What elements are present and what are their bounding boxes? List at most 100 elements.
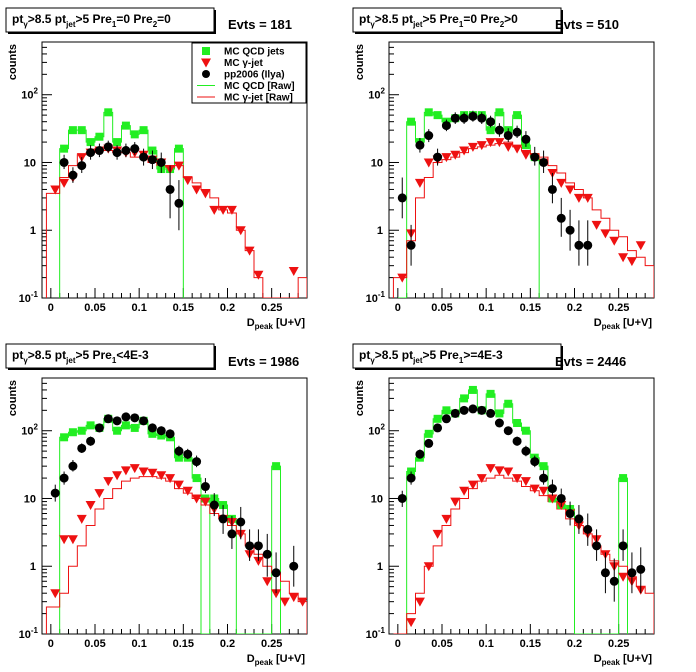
data-point bbox=[494, 125, 504, 135]
gjet-point bbox=[103, 477, 114, 487]
x-tick-label: 0 bbox=[395, 638, 401, 650]
legend-label: MC QCD [Raw] bbox=[224, 81, 295, 92]
y-tick-label: 102 bbox=[21, 423, 38, 438]
gjet-point bbox=[512, 474, 523, 484]
qcd-point bbox=[495, 108, 504, 117]
data-point bbox=[397, 193, 407, 203]
x-tick-label: 0.05 bbox=[431, 638, 452, 650]
data-point bbox=[450, 113, 460, 123]
data-point bbox=[441, 121, 451, 131]
chart-panel-3: 10-1 1 10 102 0 0.05 0.1 0.15 0.2 0.25 Dpeak [U+V]… bbox=[5, 343, 308, 667]
plot-area bbox=[392, 108, 654, 298]
x-tick-label: 0.25 bbox=[261, 638, 282, 650]
y-tick-label: 10-1 bbox=[19, 626, 39, 641]
qcd-point bbox=[424, 108, 433, 117]
data-point bbox=[209, 500, 219, 510]
data-point bbox=[477, 405, 487, 415]
x-tick-label: 0.1 bbox=[132, 638, 147, 650]
qcd-point bbox=[86, 421, 95, 430]
legend-data-icon bbox=[202, 70, 210, 78]
gjet-point bbox=[485, 138, 496, 148]
data-point bbox=[583, 524, 593, 534]
y-tick-label: 1 bbox=[30, 561, 36, 573]
data-point bbox=[574, 240, 584, 250]
gjet-point bbox=[173, 161, 184, 171]
data-point bbox=[77, 161, 87, 171]
gjet-point bbox=[441, 153, 452, 163]
gjet-raw-histogram bbox=[393, 474, 654, 634]
x-tick-label: 0.15 bbox=[520, 638, 541, 650]
x-axis-label: Dpeak [U+V] bbox=[247, 653, 306, 667]
x-tick-label: 0 bbox=[395, 302, 401, 314]
gjet-point bbox=[459, 146, 470, 156]
title-text: ptγ>8.5 ptjet>5 Pre1<4E-3 bbox=[12, 348, 149, 365]
data-point bbox=[121, 146, 131, 156]
x-tick-label: 0.2 bbox=[567, 638, 582, 650]
title-box bbox=[5, 343, 215, 369]
data-point bbox=[183, 449, 193, 459]
gjet-point bbox=[414, 178, 425, 188]
gjet-point bbox=[618, 253, 629, 263]
data-point bbox=[503, 426, 513, 436]
qcd-point bbox=[495, 409, 504, 418]
data-point bbox=[192, 457, 202, 467]
qcd-raw-histogram bbox=[397, 111, 540, 298]
events-count: Evts = 510 bbox=[555, 17, 619, 32]
data-point bbox=[583, 240, 593, 250]
y-tick-label: 102 bbox=[21, 87, 38, 102]
data-point bbox=[618, 541, 628, 551]
data-point bbox=[539, 157, 549, 167]
data-point bbox=[94, 146, 104, 156]
data-point bbox=[139, 152, 149, 162]
chart-panel-4: 10-1 1 10 102 0 0.05 0.1 0.15 0.2 0.25 Dpeak [U+V]… bbox=[352, 343, 655, 667]
data-point bbox=[165, 184, 175, 194]
data-point bbox=[486, 117, 496, 127]
y-tick-label: 1 bbox=[377, 561, 383, 573]
data-point bbox=[415, 140, 425, 150]
gjet-point bbox=[494, 466, 505, 476]
data-point bbox=[459, 113, 469, 123]
qcd-point bbox=[121, 421, 130, 430]
gjet-point bbox=[485, 464, 496, 474]
data-point bbox=[494, 418, 504, 428]
gjet-point bbox=[565, 185, 576, 195]
qcd-point bbox=[468, 385, 477, 394]
data-point bbox=[130, 144, 140, 154]
gjet-point bbox=[76, 514, 87, 524]
qcd-raw-histogram bbox=[59, 111, 184, 298]
qcd-point bbox=[486, 389, 495, 398]
data-point bbox=[262, 549, 272, 559]
qcd-point bbox=[68, 428, 77, 437]
data-point bbox=[468, 111, 478, 121]
gjet-point bbox=[423, 158, 434, 168]
gjet-point bbox=[520, 150, 531, 160]
gjet-point bbox=[209, 205, 220, 215]
gjet-point bbox=[618, 572, 629, 582]
qcd-point bbox=[95, 132, 104, 141]
title-text: ptγ>8.5 ptjet>5 Pre1=0 Pre2>0 bbox=[359, 12, 518, 29]
qcd-point bbox=[77, 426, 86, 435]
gjet-point bbox=[414, 597, 425, 607]
qcd-point bbox=[130, 423, 139, 432]
data-point bbox=[103, 142, 113, 152]
gjet-point bbox=[235, 226, 246, 236]
qcd-point bbox=[60, 144, 69, 153]
data-point bbox=[565, 509, 575, 519]
gjet-point bbox=[609, 236, 620, 246]
x-tick-label: 0.1 bbox=[479, 638, 494, 650]
title-box bbox=[352, 7, 562, 33]
data-point bbox=[433, 152, 443, 162]
gjet-point bbox=[494, 138, 505, 148]
y-tick-label: 10 bbox=[371, 157, 383, 169]
gjet-point bbox=[582, 193, 593, 203]
gjet-point bbox=[573, 193, 584, 203]
gjet-point bbox=[538, 486, 549, 496]
gjet-point bbox=[279, 597, 290, 607]
gjet-point bbox=[85, 501, 96, 511]
gjet-point bbox=[94, 489, 105, 499]
data-point bbox=[406, 473, 416, 483]
data-point bbox=[424, 438, 434, 448]
gjet-point bbox=[397, 273, 408, 283]
